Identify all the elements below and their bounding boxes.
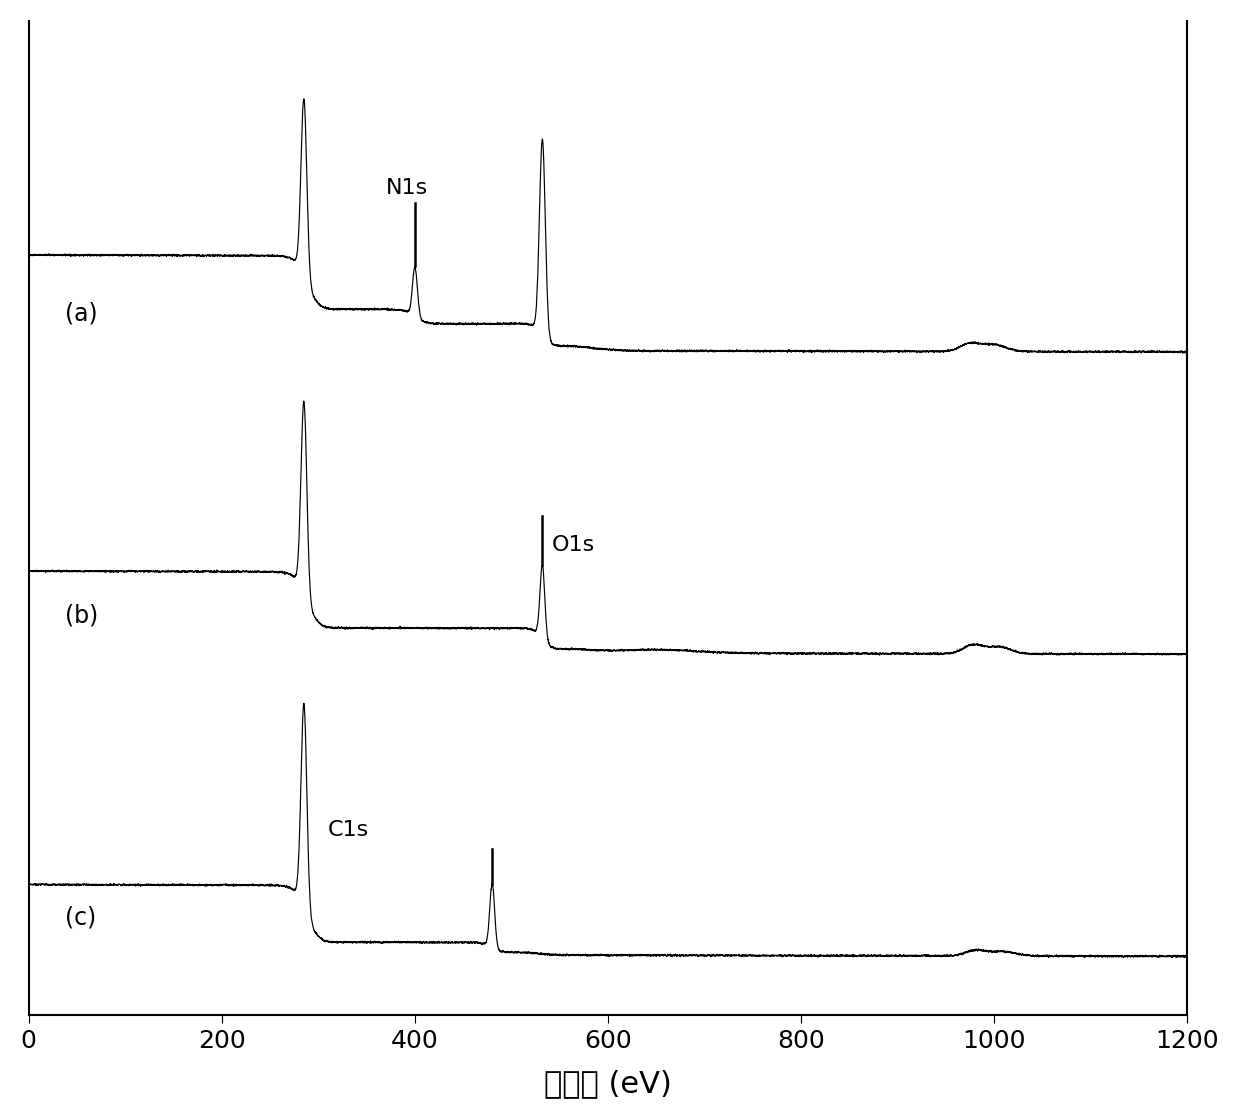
Text: C1s: C1s (329, 819, 370, 839)
X-axis label: 结合能 (eV): 结合能 (eV) (544, 1069, 672, 1098)
Text: (b): (b) (66, 603, 99, 628)
Text: O1s: O1s (552, 535, 595, 555)
Text: N1s: N1s (386, 178, 428, 198)
Text: (a): (a) (66, 301, 98, 326)
Text: (c): (c) (66, 905, 97, 930)
